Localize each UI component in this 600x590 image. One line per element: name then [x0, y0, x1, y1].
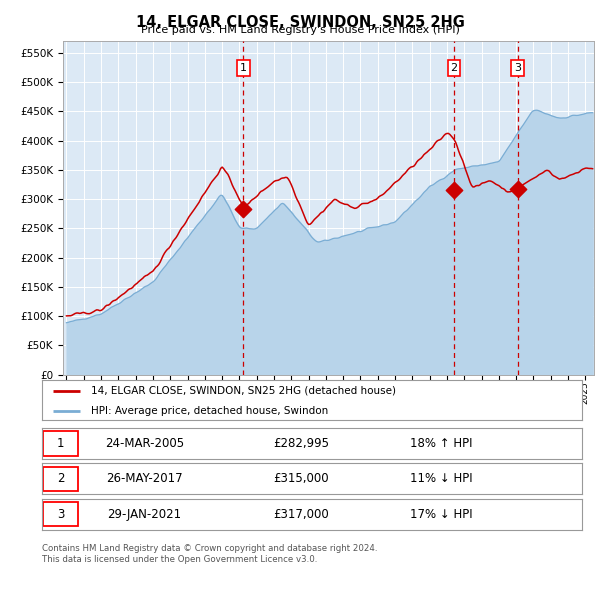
- Text: £315,000: £315,000: [274, 472, 329, 486]
- FancyBboxPatch shape: [43, 431, 78, 455]
- Text: Price paid vs. HM Land Registry's House Price Index (HPI): Price paid vs. HM Land Registry's House …: [140, 25, 460, 35]
- Point: [513, 185, 523, 194]
- Text: 29-JAN-2021: 29-JAN-2021: [107, 507, 182, 521]
- Text: 14, ELGAR CLOSE, SWINDON, SN25 2HG: 14, ELGAR CLOSE, SWINDON, SN25 2HG: [136, 15, 464, 30]
- Text: Contains HM Land Registry data © Crown copyright and database right 2024.: Contains HM Land Registry data © Crown c…: [42, 545, 377, 553]
- Text: 2: 2: [57, 472, 65, 486]
- Text: 3: 3: [57, 507, 65, 521]
- Text: HPI: Average price, detached house, Swindon: HPI: Average price, detached house, Swin…: [91, 407, 328, 417]
- Text: 1: 1: [240, 63, 247, 73]
- Text: 14, ELGAR CLOSE, SWINDON, SN25 2HG (detached house): 14, ELGAR CLOSE, SWINDON, SN25 2HG (deta…: [91, 386, 395, 396]
- Text: 24-MAR-2005: 24-MAR-2005: [105, 437, 184, 450]
- Text: 1: 1: [57, 437, 65, 450]
- Text: £317,000: £317,000: [274, 507, 329, 521]
- FancyBboxPatch shape: [43, 467, 78, 491]
- Text: 18% ↑ HPI: 18% ↑ HPI: [410, 437, 473, 450]
- Point: [449, 186, 458, 195]
- Text: 11% ↓ HPI: 11% ↓ HPI: [410, 472, 473, 486]
- Text: 3: 3: [514, 63, 521, 73]
- Text: 17% ↓ HPI: 17% ↓ HPI: [410, 507, 473, 521]
- Text: £282,995: £282,995: [273, 437, 329, 450]
- Text: This data is licensed under the Open Government Licence v3.0.: This data is licensed under the Open Gov…: [42, 555, 317, 564]
- Point: [238, 204, 248, 214]
- Text: 26-MAY-2017: 26-MAY-2017: [106, 472, 183, 486]
- FancyBboxPatch shape: [43, 502, 78, 526]
- Text: 2: 2: [451, 63, 457, 73]
